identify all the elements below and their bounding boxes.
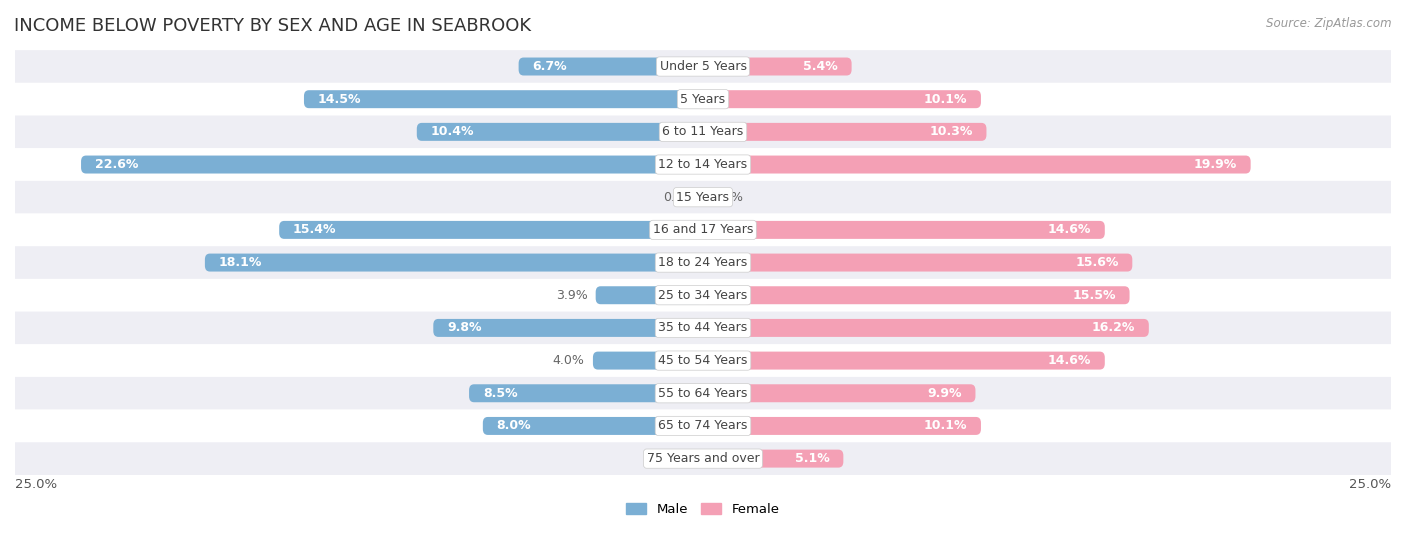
FancyBboxPatch shape <box>82 155 703 173</box>
FancyBboxPatch shape <box>15 116 1391 148</box>
FancyBboxPatch shape <box>703 319 1149 337</box>
Text: 25.0%: 25.0% <box>15 478 58 491</box>
Text: 10.4%: 10.4% <box>430 125 474 139</box>
FancyBboxPatch shape <box>703 352 1105 369</box>
Text: 55 to 64 Years: 55 to 64 Years <box>658 387 748 400</box>
Text: 6 to 11 Years: 6 to 11 Years <box>662 125 744 139</box>
Text: 14.6%: 14.6% <box>1047 224 1091 236</box>
Text: 10.3%: 10.3% <box>929 125 973 139</box>
FancyBboxPatch shape <box>15 83 1391 116</box>
Text: Under 5 Years: Under 5 Years <box>659 60 747 73</box>
Text: 15.4%: 15.4% <box>292 224 336 236</box>
FancyBboxPatch shape <box>15 410 1391 442</box>
Text: 14.6%: 14.6% <box>1047 354 1091 367</box>
FancyBboxPatch shape <box>703 90 981 108</box>
FancyBboxPatch shape <box>205 254 703 272</box>
FancyBboxPatch shape <box>703 286 1129 304</box>
FancyBboxPatch shape <box>433 319 703 337</box>
FancyBboxPatch shape <box>15 181 1391 214</box>
FancyBboxPatch shape <box>15 246 1391 279</box>
Text: 5.1%: 5.1% <box>794 452 830 465</box>
Text: 6.7%: 6.7% <box>533 60 567 73</box>
Text: 25.0%: 25.0% <box>1348 478 1391 491</box>
Text: 0.0%: 0.0% <box>662 452 695 465</box>
Text: 12 to 14 Years: 12 to 14 Years <box>658 158 748 171</box>
Text: 19.9%: 19.9% <box>1194 158 1237 171</box>
FancyBboxPatch shape <box>703 221 1105 239</box>
Text: 0.0%: 0.0% <box>711 191 744 203</box>
FancyBboxPatch shape <box>15 279 1391 311</box>
Text: 0.0%: 0.0% <box>662 191 695 203</box>
FancyBboxPatch shape <box>593 352 703 369</box>
FancyBboxPatch shape <box>280 221 703 239</box>
Text: 65 to 74 Years: 65 to 74 Years <box>658 419 748 433</box>
Text: 9.8%: 9.8% <box>447 321 482 334</box>
Text: 9.9%: 9.9% <box>927 387 962 400</box>
Text: 8.0%: 8.0% <box>496 419 531 433</box>
FancyBboxPatch shape <box>703 384 976 402</box>
FancyBboxPatch shape <box>703 58 852 75</box>
Text: 18.1%: 18.1% <box>219 256 262 269</box>
Text: 15.5%: 15.5% <box>1073 289 1116 302</box>
FancyBboxPatch shape <box>703 254 1132 272</box>
Text: 18 to 24 Years: 18 to 24 Years <box>658 256 748 269</box>
Text: Source: ZipAtlas.com: Source: ZipAtlas.com <box>1267 17 1392 30</box>
FancyBboxPatch shape <box>703 449 844 467</box>
Text: 75 Years and over: 75 Years and over <box>647 452 759 465</box>
FancyBboxPatch shape <box>15 214 1391 246</box>
Text: 5.4%: 5.4% <box>803 60 838 73</box>
Text: 22.6%: 22.6% <box>94 158 138 171</box>
FancyBboxPatch shape <box>470 384 703 402</box>
FancyBboxPatch shape <box>15 50 1391 83</box>
FancyBboxPatch shape <box>15 311 1391 344</box>
FancyBboxPatch shape <box>416 123 703 141</box>
Text: 3.9%: 3.9% <box>555 289 588 302</box>
FancyBboxPatch shape <box>703 155 1251 173</box>
Text: 45 to 54 Years: 45 to 54 Years <box>658 354 748 367</box>
Text: 10.1%: 10.1% <box>924 419 967 433</box>
FancyBboxPatch shape <box>519 58 703 75</box>
FancyBboxPatch shape <box>15 442 1391 475</box>
Text: 5 Years: 5 Years <box>681 93 725 106</box>
FancyBboxPatch shape <box>304 90 703 108</box>
FancyBboxPatch shape <box>15 377 1391 410</box>
FancyBboxPatch shape <box>703 417 981 435</box>
Text: 16 and 17 Years: 16 and 17 Years <box>652 224 754 236</box>
FancyBboxPatch shape <box>15 344 1391 377</box>
FancyBboxPatch shape <box>482 417 703 435</box>
Legend: Male, Female: Male, Female <box>621 498 785 522</box>
Text: 35 to 44 Years: 35 to 44 Years <box>658 321 748 334</box>
FancyBboxPatch shape <box>15 148 1391 181</box>
Text: 15 Years: 15 Years <box>676 191 730 203</box>
Text: 25 to 34 Years: 25 to 34 Years <box>658 289 748 302</box>
Text: 16.2%: 16.2% <box>1091 321 1135 334</box>
FancyBboxPatch shape <box>596 286 703 304</box>
Text: INCOME BELOW POVERTY BY SEX AND AGE IN SEABROOK: INCOME BELOW POVERTY BY SEX AND AGE IN S… <box>14 17 531 35</box>
Text: 10.1%: 10.1% <box>924 93 967 106</box>
Text: 14.5%: 14.5% <box>318 93 361 106</box>
Text: 15.6%: 15.6% <box>1076 256 1119 269</box>
Text: 8.5%: 8.5% <box>482 387 517 400</box>
Text: 4.0%: 4.0% <box>553 354 585 367</box>
FancyBboxPatch shape <box>703 123 987 141</box>
